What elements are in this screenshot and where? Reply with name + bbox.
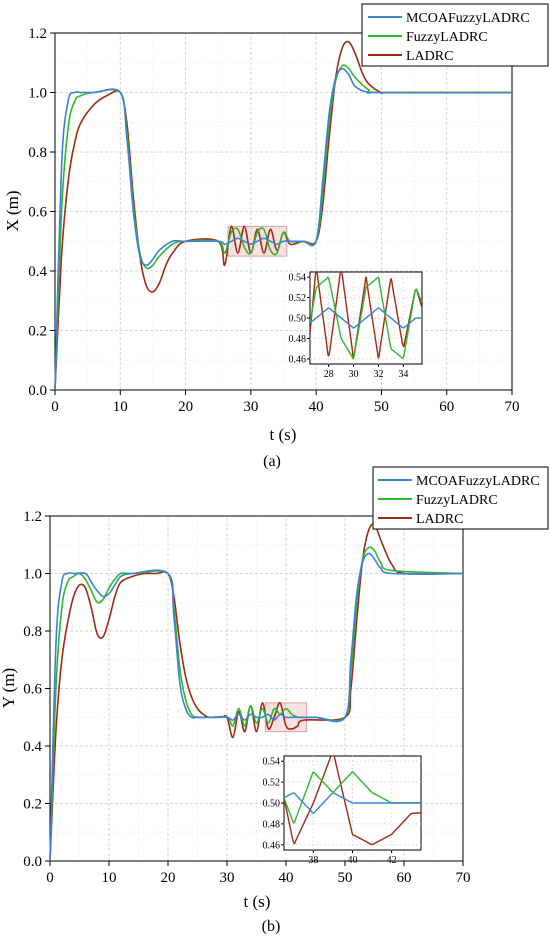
y-tick-label: 0.8	[28, 145, 47, 161]
inset-x-tick-label: 34	[398, 369, 408, 380]
x-tick-label: 10	[102, 870, 117, 886]
inset-x-tick-label: 42	[387, 855, 397, 866]
panel-a-y-axis-label: X (m)	[3, 190, 22, 231]
inset-x-tick-label: 32	[373, 369, 383, 380]
inset-y-tick-label: 0.46	[263, 840, 281, 851]
inset-series-line-ladrc	[284, 756, 421, 846]
panel-b-y-ticks: 0.0 0.2 0.4 0.6 0.8 1.0 1.2	[23, 509, 50, 870]
panel-a-inset: 28 30 32 34 0.46 0.48 0.50 0.52 0.54	[289, 271, 423, 380]
panel-b-series-lines	[49, 523, 464, 862]
inset-y-tick-label: 0.50	[289, 314, 307, 325]
y-tick-label: 0.8	[23, 624, 42, 640]
x-tick-label: 0	[51, 399, 59, 415]
panel-b-x-axis-label: t (s)	[244, 892, 271, 911]
x-tick-label: 10	[113, 399, 128, 415]
panel-b-x-ticks: 0 10 20 30 40 50 60 70	[46, 861, 471, 886]
x-tick-label: 60	[439, 399, 454, 415]
panel-a-y-ticks: 0.0 0.2 0.4 0.6 0.8 1.0 1.2	[28, 26, 55, 399]
panel-a-legend-label-fuzzy: FuzzyLADRC	[406, 30, 488, 45]
x-tick-label: 50	[374, 399, 389, 415]
series-line-ladrc	[54, 40, 512, 391]
panel-a-x-axis-label: t (s)	[270, 425, 297, 444]
y-tick-label: 0.2	[28, 324, 47, 340]
y-tick-label: 0.6	[23, 682, 42, 698]
y-tick-label: 0.2	[23, 797, 42, 813]
inset-y-tick-label: 0.52	[263, 778, 281, 789]
panel-b: 0 10 20 30 40 50 60 70 0.0 0.2 0.4 0.6 0.8 1.0 1.2 t …	[0, 466, 549, 935]
inset-series-line-fuzzyladrc	[310, 276, 422, 360]
y-tick-label: 0.6	[28, 205, 47, 221]
panel-b-inset: 38 40 42 0.46 0.48 0.50 0.52 0.54	[263, 755, 422, 866]
panel-b-legend: MCOAFuzzyLADRC FuzzyLADRC LADRC	[372, 466, 549, 530]
y-tick-label: 0.4	[23, 739, 42, 755]
series-line-mcoafuzzyladrc	[54, 67, 512, 391]
inset-x-tick-label: 30	[349, 369, 359, 380]
x-tick-label: 40	[309, 399, 324, 415]
inset-x-tick-label: 40	[348, 855, 358, 866]
x-tick-label: 60	[397, 870, 412, 886]
panel-a-legend-label-ladrc: LADRC	[406, 49, 453, 64]
panel-a-legend: MCOAFuzzyLADRC FuzzyLADRC LADRC	[361, 3, 549, 67]
panel-b-caption: (b)	[262, 918, 281, 935]
panel-b-legend-label-mcoa: MCOAFuzzyLADRC	[416, 474, 540, 489]
inset-y-tick-label: 0.52	[289, 293, 307, 304]
inset-series-line-mcoafuzzyladrc	[284, 792, 421, 814]
x-tick-label: 0	[46, 870, 54, 886]
y-tick-label: 1.2	[23, 509, 42, 525]
x-tick-label: 40	[279, 870, 294, 886]
y-tick-label: 1.2	[28, 26, 47, 42]
panel-a-grid	[54, 32, 513, 391]
panel-a-inset-y-ticks: 0.46 0.48 0.50 0.52 0.54	[289, 273, 310, 365]
inset-y-tick-label: 0.50	[263, 799, 281, 810]
panel-a-series-lines	[54, 40, 513, 391]
x-tick-label: 20	[178, 399, 193, 415]
inset-y-tick-label: 0.46	[289, 354, 307, 365]
panel-a: 0 10 20 30 40 50 60 70 0.0 0.2 0.4 0.6 0.8 1.0 1.2 t …	[3, 3, 549, 470]
panel-b-inset-x-ticks: 38 40 42	[308, 850, 397, 866]
panel-b-inset-series-lines	[284, 756, 421, 846]
panel-a-inset-series-lines	[310, 272, 422, 360]
panel-b-y-axis-label: Y (m)	[0, 668, 18, 708]
inset-x-tick-label: 28	[324, 369, 334, 380]
x-tick-label: 30	[220, 870, 235, 886]
inset-y-tick-label: 0.48	[263, 819, 281, 830]
inset-series-line-ladrc	[310, 272, 422, 359]
y-tick-label: 0.0	[28, 383, 47, 399]
x-tick-label: 30	[243, 399, 258, 415]
inset-series-line-mcoafuzzyladrc	[310, 307, 422, 329]
panel-a-caption: (a)	[263, 453, 281, 470]
panel-a-x-ticks: 0 10 20 30 40 50 60 70	[51, 390, 520, 415]
panel-b-legend-label-ladrc: LADRC	[416, 512, 463, 527]
inset-y-tick-label: 0.54	[263, 757, 281, 768]
y-tick-label: 1.0	[28, 86, 47, 102]
inset-y-tick-label: 0.54	[289, 273, 307, 284]
series-line-mcoafuzzyladrc	[49, 552, 464, 862]
panel-a-legend-label-mcoa: MCOAFuzzyLADRC	[406, 11, 530, 26]
x-tick-label: 20	[161, 870, 176, 886]
x-tick-label: 70	[505, 399, 520, 415]
y-tick-label: 1.0	[23, 567, 42, 583]
panel-b-inset-y-ticks: 0.46 0.48 0.50 0.52 0.54	[263, 757, 284, 851]
x-tick-label: 50	[338, 870, 353, 886]
panel-b-legend-label-fuzzy: FuzzyLADRC	[416, 493, 498, 508]
y-tick-label: 0.4	[28, 264, 47, 280]
inset-y-tick-label: 0.48	[289, 334, 307, 345]
y-tick-label: 0.0	[23, 854, 42, 870]
panel-a-inset-x-ticks: 28 30 32 34	[324, 364, 408, 380]
inset-x-tick-label: 38	[308, 855, 318, 866]
x-tick-label: 70	[456, 870, 471, 886]
